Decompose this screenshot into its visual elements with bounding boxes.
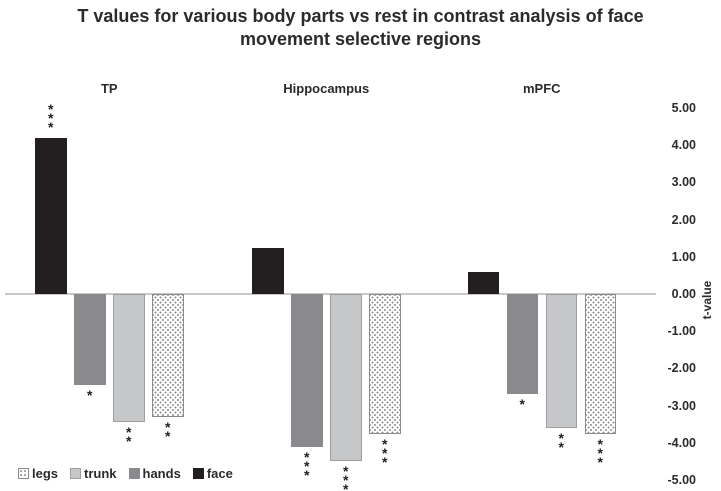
y-axis-label: t-value [700,280,714,320]
legend-label: hands [142,466,181,481]
significance-marker: * * [165,418,171,444]
y-tick-label: -5.00 [667,473,697,487]
legend-item-legs: legs [18,466,58,481]
significance-marker: * * * [304,448,310,483]
legend-label: face [206,466,233,481]
legend-swatch-legs-icon [18,468,29,479]
legend-item-hands: hands [128,466,181,481]
legend-swatch-trunk-icon [70,468,82,479]
chart-title: T values for various body parts vs rest … [77,6,644,49]
y-tick-label: -1.00 [667,324,697,339]
region-label-tp: TP [100,81,118,96]
y-tick-label: -2.00 [667,361,697,376]
bar-legs-hippocampus [369,294,401,434]
bar-legs-mpfc [584,294,616,434]
y-tick-label: 3.00 [671,175,696,190]
y-tick-label: 0.00 [671,287,696,301]
significance-marker: * * [126,424,132,450]
bar-hands-tp [74,294,106,386]
region-label-mpfc: mPFC [522,81,561,96]
significance-marker: * * * [382,435,388,470]
bar-trunk-hippocampus [330,294,362,462]
legend-item-face: face [192,466,233,481]
legend-swatch-face-icon [192,468,204,479]
bar-hands-hippocampus [291,294,323,447]
significance-marker: * * * [597,435,603,470]
significance-marker: * * * [48,100,54,135]
bar-face-mpfc [467,271,499,294]
bar-trunk-tp [113,294,145,423]
significance-marker: * [87,387,93,404]
legend-item-trunk: trunk [70,466,117,481]
legend-label: trunk [84,466,117,481]
bar-hands-mpfc [506,294,538,395]
y-tick-label: 4.00 [671,138,696,153]
legend-swatch-hands-icon [128,468,140,479]
y-tick-label: -3.00 [667,398,697,413]
y-tick-label: 5.00 [671,101,696,115]
bar-legs-tp [152,294,184,417]
y-tick-label: 2.00 [671,212,696,227]
bar-face-tp [35,137,67,294]
y-tick-label: -4.00 [667,435,697,450]
legend-label: legs [32,466,59,481]
bar-face-hippocampus [252,247,284,294]
legend: legs trunk hands face [18,466,233,481]
significance-marker: * * [558,429,564,455]
y-tick-label: 1.00 [671,249,696,264]
bar-trunk-mpfc [545,294,577,428]
significance-marker: * [519,396,525,413]
significance-marker: * * * [343,463,349,491]
region-label-hippocampus: Hippocampus [283,81,370,96]
